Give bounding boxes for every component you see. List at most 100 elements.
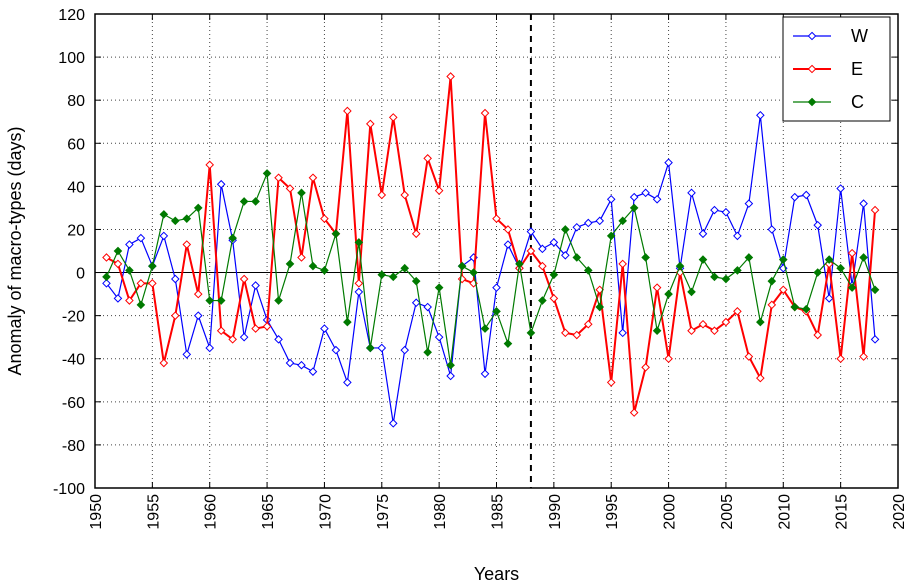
x-tick-label: 2010: [776, 494, 793, 530]
y-tick-label: -40: [62, 352, 85, 369]
data-point-W: [503, 240, 513, 249]
data-point-W: [664, 158, 673, 167]
data-point-W: [159, 231, 169, 241]
data-point-W: [285, 358, 295, 368]
data-point-C: [125, 266, 134, 275]
data-point-E: [193, 289, 203, 299]
data-point-E: [457, 274, 467, 284]
x-tick-label: 1990: [547, 494, 564, 530]
y-tick-label: -60: [62, 395, 85, 412]
data-point-E: [205, 160, 215, 170]
data-point-W: [388, 419, 398, 428]
data-point-W: [710, 205, 719, 215]
data-point-W: [205, 343, 215, 353]
data-point-C: [549, 270, 559, 280]
data-point-C: [813, 268, 823, 277]
data-point-C: [251, 197, 260, 206]
data-point-E: [434, 186, 444, 195]
data-point-W: [113, 294, 123, 303]
data-point-C: [492, 307, 501, 316]
data-point-E: [572, 330, 582, 340]
data-point-C: [583, 266, 593, 275]
data-point-C: [457, 261, 467, 271]
y-tick-label: -100: [53, 481, 85, 498]
data-point-C: [733, 266, 742, 275]
data-point-W: [733, 231, 742, 241]
data-point-W: [216, 179, 226, 189]
y-tick-label: -20: [62, 309, 85, 326]
x-tick-label: 2000: [662, 494, 679, 530]
data-point-C: [205, 296, 215, 305]
data-point-E: [503, 225, 513, 234]
y-tick-label: 120: [58, 7, 85, 24]
data-point-C: [847, 283, 857, 292]
data-point-E: [274, 173, 283, 183]
y-tick-label: 100: [58, 50, 85, 67]
data-point-W: [583, 218, 593, 228]
data-point-C: [870, 285, 880, 295]
data-point-W: [526, 227, 536, 236]
data-point-W: [446, 371, 455, 381]
y-tick-label: 80: [67, 93, 85, 110]
series-E: [102, 72, 880, 417]
data-point-C: [836, 263, 845, 273]
data-point-W: [377, 343, 387, 353]
data-point-E: [366, 119, 375, 129]
data-point-E: [446, 72, 455, 81]
x-tick-label: 1995: [604, 494, 621, 530]
x-tick-label: 1960: [203, 494, 220, 530]
data-point-C: [182, 214, 192, 223]
data-point-C: [159, 210, 169, 219]
data-point-W: [721, 207, 731, 217]
data-point-E: [756, 373, 765, 383]
x-tick-label: 1980: [432, 494, 449, 530]
data-point-E: [170, 311, 180, 320]
data-point-E: [733, 307, 742, 316]
data-point-E: [767, 300, 777, 310]
legend-marker-E: [807, 64, 817, 74]
data-point-C: [503, 339, 513, 348]
data-point-W: [595, 216, 605, 226]
data-point-W: [813, 220, 823, 230]
data-point-C: [331, 229, 341, 239]
data-point-E: [285, 184, 295, 193]
data-point-E: [343, 106, 352, 116]
data-point-C: [193, 203, 203, 213]
data-point-E: [847, 248, 857, 258]
data-point-W: [400, 345, 410, 355]
data-point-E: [216, 326, 226, 336]
data-point-W: [629, 192, 639, 202]
data-point-W: [182, 350, 192, 359]
data-point-E: [228, 335, 237, 344]
data-point-W: [239, 332, 249, 342]
data-point-W: [423, 302, 432, 312]
data-point-W: [538, 244, 547, 254]
data-point-E: [744, 352, 754, 361]
data-point-C: [664, 289, 673, 299]
data-point-E: [480, 108, 490, 118]
data-point-E: [251, 324, 260, 333]
data-point-E: [148, 279, 157, 288]
x-tick-label: 1955: [145, 494, 162, 530]
data-point-C: [572, 253, 582, 262]
data-point-C: [859, 253, 868, 262]
data-point-E: [870, 205, 880, 215]
x-tick-label: 1950: [88, 494, 105, 530]
data-point-W: [756, 110, 765, 120]
data-point-C: [790, 302, 800, 312]
data-point-W: [698, 229, 708, 239]
x-tick-label: 2015: [834, 494, 851, 530]
data-point-E: [710, 326, 719, 336]
data-point-E: [423, 154, 432, 163]
data-point-W: [274, 335, 283, 344]
data-point-E: [583, 319, 593, 329]
data-point-W: [870, 335, 880, 344]
data-point-W: [561, 251, 570, 260]
data-point-W: [824, 294, 834, 303]
data-point-W: [125, 240, 134, 249]
legend-label-W: W: [851, 26, 868, 46]
legend: WEC: [782, 16, 891, 122]
x-tick-label: 1970: [317, 494, 334, 530]
data-point-C: [801, 304, 811, 314]
data-point-E: [526, 246, 536, 256]
